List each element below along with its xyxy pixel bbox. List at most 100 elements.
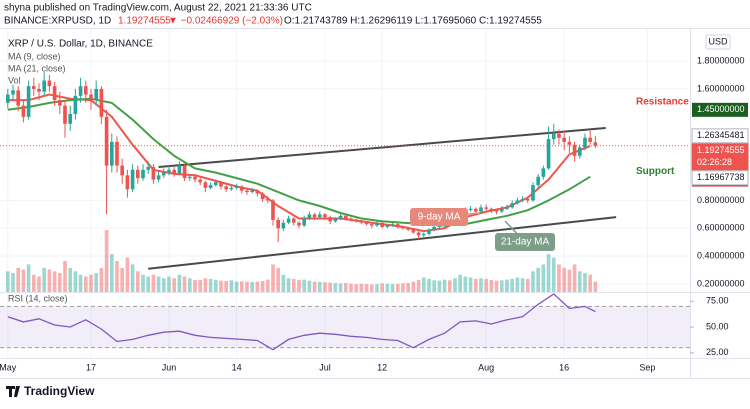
candle-body xyxy=(255,190,260,194)
candle-body xyxy=(312,214,317,218)
volume-bar xyxy=(494,280,499,292)
volume-bar xyxy=(421,277,426,292)
candle-body xyxy=(57,100,62,106)
volume-bar xyxy=(551,257,556,292)
volume-bar xyxy=(42,267,47,292)
candle-body xyxy=(473,208,478,212)
candle-body xyxy=(182,165,187,179)
annotation-box xyxy=(410,208,468,226)
legend-entry: MA (21, close) xyxy=(8,63,66,73)
volume-bar xyxy=(161,278,166,292)
candle-body xyxy=(219,182,223,187)
candle-body xyxy=(525,199,530,201)
volume-bar xyxy=(78,274,83,292)
candle-body xyxy=(11,90,15,95)
candle-body xyxy=(26,86,31,117)
volume-bar xyxy=(349,283,353,292)
volume-bar xyxy=(375,284,379,292)
candle-body xyxy=(260,193,265,200)
candle-body xyxy=(307,214,312,219)
candle-body xyxy=(198,179,203,183)
volume-bar xyxy=(21,269,26,292)
candle-body xyxy=(21,105,26,117)
volume-bar xyxy=(307,280,312,292)
y-tick-label: 0.80000000 xyxy=(697,195,745,205)
candle-body xyxy=(213,182,218,186)
candle-body xyxy=(37,88,41,92)
candle-body xyxy=(333,218,338,222)
volume-bar xyxy=(115,261,119,292)
candle-body xyxy=(406,228,410,230)
volume-bar xyxy=(37,276,41,292)
volume-bar xyxy=(317,282,322,292)
volume-bar xyxy=(255,281,260,292)
price-marker-label: 1.16967738 xyxy=(697,172,745,182)
volume-bar xyxy=(328,282,333,292)
volume-bar xyxy=(245,281,249,292)
x-tick-label: 16 xyxy=(559,362,569,372)
level-name: Resistance xyxy=(636,96,689,107)
volume-bar xyxy=(416,279,421,292)
volume-bar xyxy=(432,280,436,292)
candle-body xyxy=(411,229,416,233)
volume-bar xyxy=(577,271,582,292)
footer: TradingView xyxy=(6,384,95,398)
y-tick-label: 1.60000000 xyxy=(697,83,745,93)
x-tick-label: Jun xyxy=(162,362,177,372)
candle-body xyxy=(567,141,572,145)
volume-bar xyxy=(473,278,478,292)
change: ▼ −0.02466929 (−2.03%) xyxy=(168,16,283,27)
volume-bar xyxy=(401,283,405,292)
brand: TradingView xyxy=(24,384,95,398)
volume-bar xyxy=(156,276,161,292)
candle-body xyxy=(505,207,509,209)
volume-bar xyxy=(104,230,109,292)
volume-bar xyxy=(16,267,21,292)
volume-bar xyxy=(479,278,483,292)
volume-bar xyxy=(198,279,203,292)
annotation-text: 9-day MA xyxy=(418,212,461,223)
candle-body xyxy=(5,94,10,103)
candle-body xyxy=(130,169,135,190)
volume-bar xyxy=(141,274,145,292)
candle-body xyxy=(536,176,540,186)
candle-body xyxy=(73,95,78,115)
volume-bar xyxy=(203,278,208,292)
volume-bar xyxy=(63,261,67,292)
candle-body xyxy=(572,144,577,156)
volume-bar xyxy=(411,281,416,292)
candle-body xyxy=(115,141,119,166)
candle-body xyxy=(369,224,374,226)
candle-body xyxy=(120,165,125,176)
candle-body xyxy=(484,207,488,209)
y-tick-label: 1.80000000 xyxy=(697,55,745,65)
volume-bar xyxy=(57,273,62,292)
candle-body xyxy=(89,94,93,101)
candle-body xyxy=(234,186,239,188)
volume-bar xyxy=(510,278,514,292)
candle-body xyxy=(47,80,52,87)
candle-body xyxy=(375,222,379,226)
price-marker xyxy=(691,143,749,171)
volume-bar xyxy=(5,271,10,292)
candle-body xyxy=(265,199,270,201)
volume-bar xyxy=(499,280,504,292)
countdown: 02:26:28 xyxy=(697,157,732,167)
volume-bar xyxy=(94,273,99,292)
candle-body xyxy=(297,222,301,226)
price-marker-label: 1.19274555 xyxy=(697,145,745,155)
candle-body xyxy=(167,169,171,173)
candle-body xyxy=(31,86,36,89)
candle-body xyxy=(177,165,182,174)
candle-body xyxy=(224,186,229,190)
volume-bar xyxy=(281,274,286,292)
candle-body xyxy=(432,226,436,230)
legend-entry: Vol xyxy=(8,75,21,85)
candle-body xyxy=(146,166,151,170)
candle-body xyxy=(151,166,156,180)
volume-bar xyxy=(11,273,15,292)
volume-bar xyxy=(265,279,270,292)
x-tick-label: Aug xyxy=(478,362,494,372)
candle-body xyxy=(286,218,291,223)
